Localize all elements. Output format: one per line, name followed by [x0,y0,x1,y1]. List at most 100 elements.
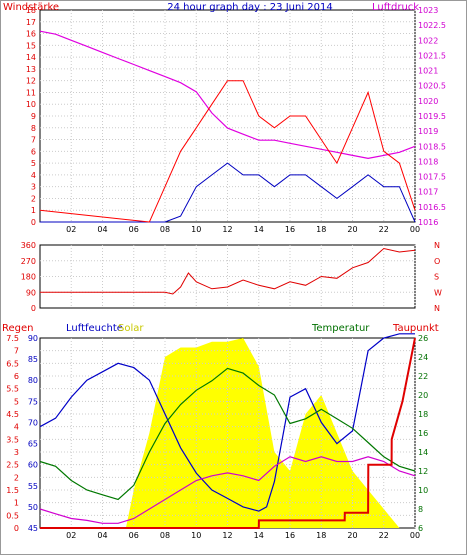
direction-tick-label: 90 [26,288,36,297]
wind-tick-label: 9 [31,112,36,121]
compass-tick-label: O [434,257,440,266]
temperature-tick-label: 10 [418,486,428,495]
wind-label: Windstärke [3,2,59,13]
humidity-line [39,333,415,512]
humidity-tick-label: 45 [28,524,38,533]
regen-label: Regen [2,323,34,334]
compass-tick-label: W [434,288,442,297]
regen-tick-label: 4 [14,423,19,432]
regen-tick-label: 3 [14,448,19,457]
pressure-tick-label: 1021 [418,67,438,76]
pressure-tick-label: 1020 [418,97,438,106]
wind-tick-label: 15 [26,41,36,50]
x-tick-label: 14 [254,531,264,540]
compass-tick-label: N [434,241,440,250]
humidity-tick-label: 55 [28,482,38,491]
solar-label: Solar [118,323,144,334]
x-tick-label: 06 [129,531,139,540]
wind-tick-label: 10 [26,100,36,109]
x-tick-label: 00 [410,225,420,234]
chart-title: 24 hour graph day : 23 Juni 2014 [167,2,333,13]
x-tick-label: 02 [66,531,76,540]
wind-tick-label: 0 [31,218,36,227]
temperature-tick-label: 16 [418,429,428,438]
dewpoint-line [39,456,416,524]
x-tick-label: 16 [285,225,295,234]
wind-tick-label: 2 [31,194,36,203]
temperature-tick-label: 22 [418,372,428,381]
humidity-label: Luftfeuchte [66,323,123,334]
direction-tick-label: 0 [31,304,36,313]
temperature-line [39,367,416,501]
panel-rain-humidity-temp: 0 0.5 1 1.5 2 2.5 3 3.5 4 4.5 5 5.5 6 6.5 7 7.5 45 50 55 6… [2,323,439,540]
pressure-tick-label: 1017 [418,188,438,197]
pressure-tick-label: 1017.5 [418,173,446,182]
wind-direction-line [40,247,416,295]
pressure-tick-label: 1020.5 [418,82,446,91]
wind-tick-label: 12 [26,77,36,86]
regen-tick-label: 4.5 [6,410,19,419]
humidity-tick-label: 70 [28,418,38,427]
pressure-tick-label: 1018 [418,157,438,166]
wind-tick-label: 11 [26,88,36,97]
regen-tick-label: 0.5 [6,511,19,520]
wind-tick-label: 7 [31,136,36,145]
x-tick-label: 02 [66,225,76,234]
wind-tick-label: 5 [31,159,36,168]
regen-tick-label: 3.5 [6,435,19,444]
regen-tick-label: 7.5 [6,334,19,343]
temperature-label: Temperatur [311,323,370,334]
temperature-tick-label: 20 [418,391,428,400]
compass-tick-label: S [434,273,439,282]
regen-tick-label: 1.5 [6,486,19,495]
x-tick-label: 08 [160,225,170,234]
x-tick-label: 20 [347,531,357,540]
x-tick-label: 18 [316,225,326,234]
pressure-tick-label: 1021.5 [418,51,446,60]
wind-tick-label: 8 [31,124,36,133]
humidity-tick-label: 50 [28,503,38,512]
wind-tick-label: 4 [31,171,36,180]
pressure-label: Luftdruck [372,2,419,13]
x-tick-label: 14 [254,225,264,234]
regen-tick-label: 5.5 [6,385,19,394]
pressure-tick-label: 1018.5 [418,142,446,151]
regen-tick-label: 2 [14,473,19,482]
wind-tick-label: 3 [31,183,36,192]
x-tick-label: 10 [191,225,201,234]
pressure-line [39,30,416,160]
humidity-tick-label: 60 [28,461,38,470]
humidity-tick-label: 65 [28,440,38,449]
pressure-tick-label: 1016 [418,218,438,227]
x-tick-label: 04 [97,531,107,540]
temperature-tick-label: 14 [418,448,428,457]
compass-tick-label: N [434,304,440,313]
x-tick-label: 22 [379,225,389,234]
humidity-tick-label: 80 [28,376,38,385]
pressure-tick-label: 1022.5 [418,21,446,30]
pressure-tick-label: 1019.5 [418,112,446,121]
wind-tick-label: 1 [31,206,36,215]
humidity-tick-label: 85 [28,355,38,364]
regen-tick-label: 1 [14,499,19,508]
x-tick-label: 08 [160,531,170,540]
x-tick-label: 22 [379,531,389,540]
humidity-tick-label: 75 [28,397,38,406]
wind-tick-label: 13 [26,65,36,74]
x-tick-label: 04 [97,225,107,234]
temperature-tick-label: 24 [418,353,428,362]
pressure-tick-label: 1019 [418,127,438,136]
wind-tick-label: 17 [26,18,36,27]
x-tick-label: 12 [222,531,232,540]
temperature-tick-label: 8 [418,505,423,514]
dewpoint-label: Taupunkt [392,323,439,334]
direction-tick-label: 270 [21,257,36,266]
regen-tick-label: 5 [14,397,19,406]
x-tick-label: 12 [222,225,232,234]
wind-gust-line [39,80,416,223]
regen-tick-label: 6.5 [6,359,19,368]
